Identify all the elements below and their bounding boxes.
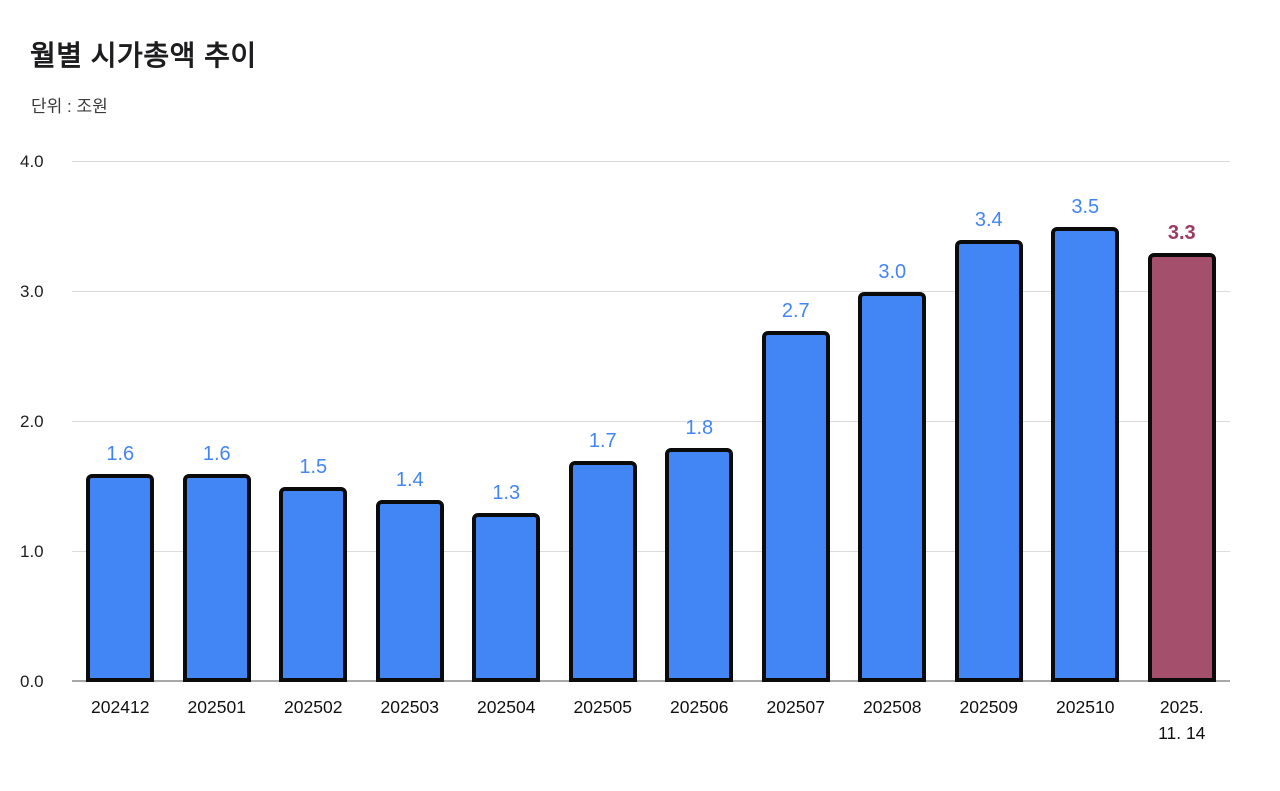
bar	[375, 500, 444, 682]
y-axis: 0.0 1.0 2.0 3.0 4.0	[20, 152, 66, 691]
gridline	[72, 161, 1230, 162]
bar-group: 2.7	[748, 162, 845, 682]
y-tick-label: 2.0	[20, 412, 44, 431]
x-axis-baseline	[72, 680, 1230, 682]
chart-unit-label: 단위 : 조원	[31, 97, 108, 116]
bar	[858, 292, 927, 682]
bar-group: 1.8	[651, 162, 748, 682]
x-axis-label: 202509	[959, 697, 1018, 717]
bar-value-label: 1.6	[202, 443, 231, 465]
bar-highlight	[1147, 253, 1216, 682]
x-axis-label: 202510	[1056, 697, 1115, 717]
bar-group: 1.6	[169, 162, 266, 682]
bar-group: 1.3	[458, 162, 555, 682]
x-axis-label: 202505	[573, 697, 632, 717]
bar-value-label: 3.4	[974, 209, 1003, 231]
bar-value-label: 1.7	[588, 430, 617, 452]
x-axis-label: 202504	[477, 697, 536, 717]
bar-group: 1.4	[362, 162, 459, 682]
bar-group: 3.0	[844, 162, 941, 682]
chart-title: 월별 시가총액 추이	[30, 40, 257, 71]
bar-value-label: 1.6	[106, 443, 135, 465]
bar-value-label: 1.3	[492, 482, 521, 504]
y-tick-label: 4.0	[20, 152, 44, 171]
x-axis-label: 202503	[380, 697, 439, 717]
bar-value-label: 3.0	[878, 261, 907, 283]
x-axis-label: 202502	[284, 697, 343, 717]
bar	[472, 513, 541, 682]
bar	[761, 331, 830, 682]
bar-value-label: 1.8	[685, 417, 714, 439]
x-axis-label: 202506	[670, 697, 729, 717]
bar	[279, 487, 348, 682]
x-axis-label: 202412	[91, 697, 150, 717]
bar-value-label: 1.4	[395, 469, 424, 491]
bars-row: 1.6 1.6 1.5 1.4 1.3 1.7 1.8 2.7 3.0 3.4 3.5 3.3	[72, 162, 1230, 682]
bar-group: 1.6	[72, 162, 169, 682]
gridline	[72, 551, 1230, 552]
bar-group: 1.5	[265, 162, 362, 682]
plot-area: 1.6 1.6 1.5 1.4 1.3 1.7 1.8 2.7 3.0 3.4 3.5 3.3	[72, 161, 1230, 682]
x-axis-label: 202501	[187, 697, 246, 717]
bar	[665, 448, 734, 682]
bar	[568, 461, 637, 682]
x-axis-label: 202507	[766, 697, 825, 717]
bar-group: 3.3	[1134, 162, 1231, 682]
y-tick-label: 0.0	[20, 672, 44, 691]
bar-value-label-highlight: 3.3	[1167, 222, 1196, 244]
bar	[1051, 227, 1120, 682]
x-axis-label: 202508	[863, 697, 922, 717]
y-tick-label: 3.0	[20, 282, 44, 301]
x-axis: 202412 202501 202502 202503 202504 202505 2025…	[72, 694, 1230, 747]
gridline	[72, 421, 1230, 422]
bar	[182, 474, 251, 682]
bar	[86, 474, 155, 682]
bar-group: 3.5	[1037, 162, 1134, 682]
bar-group: 3.4	[941, 162, 1038, 682]
bar-value-label: 1.5	[299, 456, 328, 478]
bar-group: 1.7	[555, 162, 652, 682]
gridline	[72, 291, 1230, 292]
bar-value-label: 2.7	[781, 300, 810, 322]
y-tick-label: 1.0	[20, 542, 44, 561]
x-axis-label: 2025. 11. 14	[1158, 697, 1206, 744]
bar-value-label: 3.5	[1071, 196, 1100, 218]
bar	[954, 240, 1023, 682]
